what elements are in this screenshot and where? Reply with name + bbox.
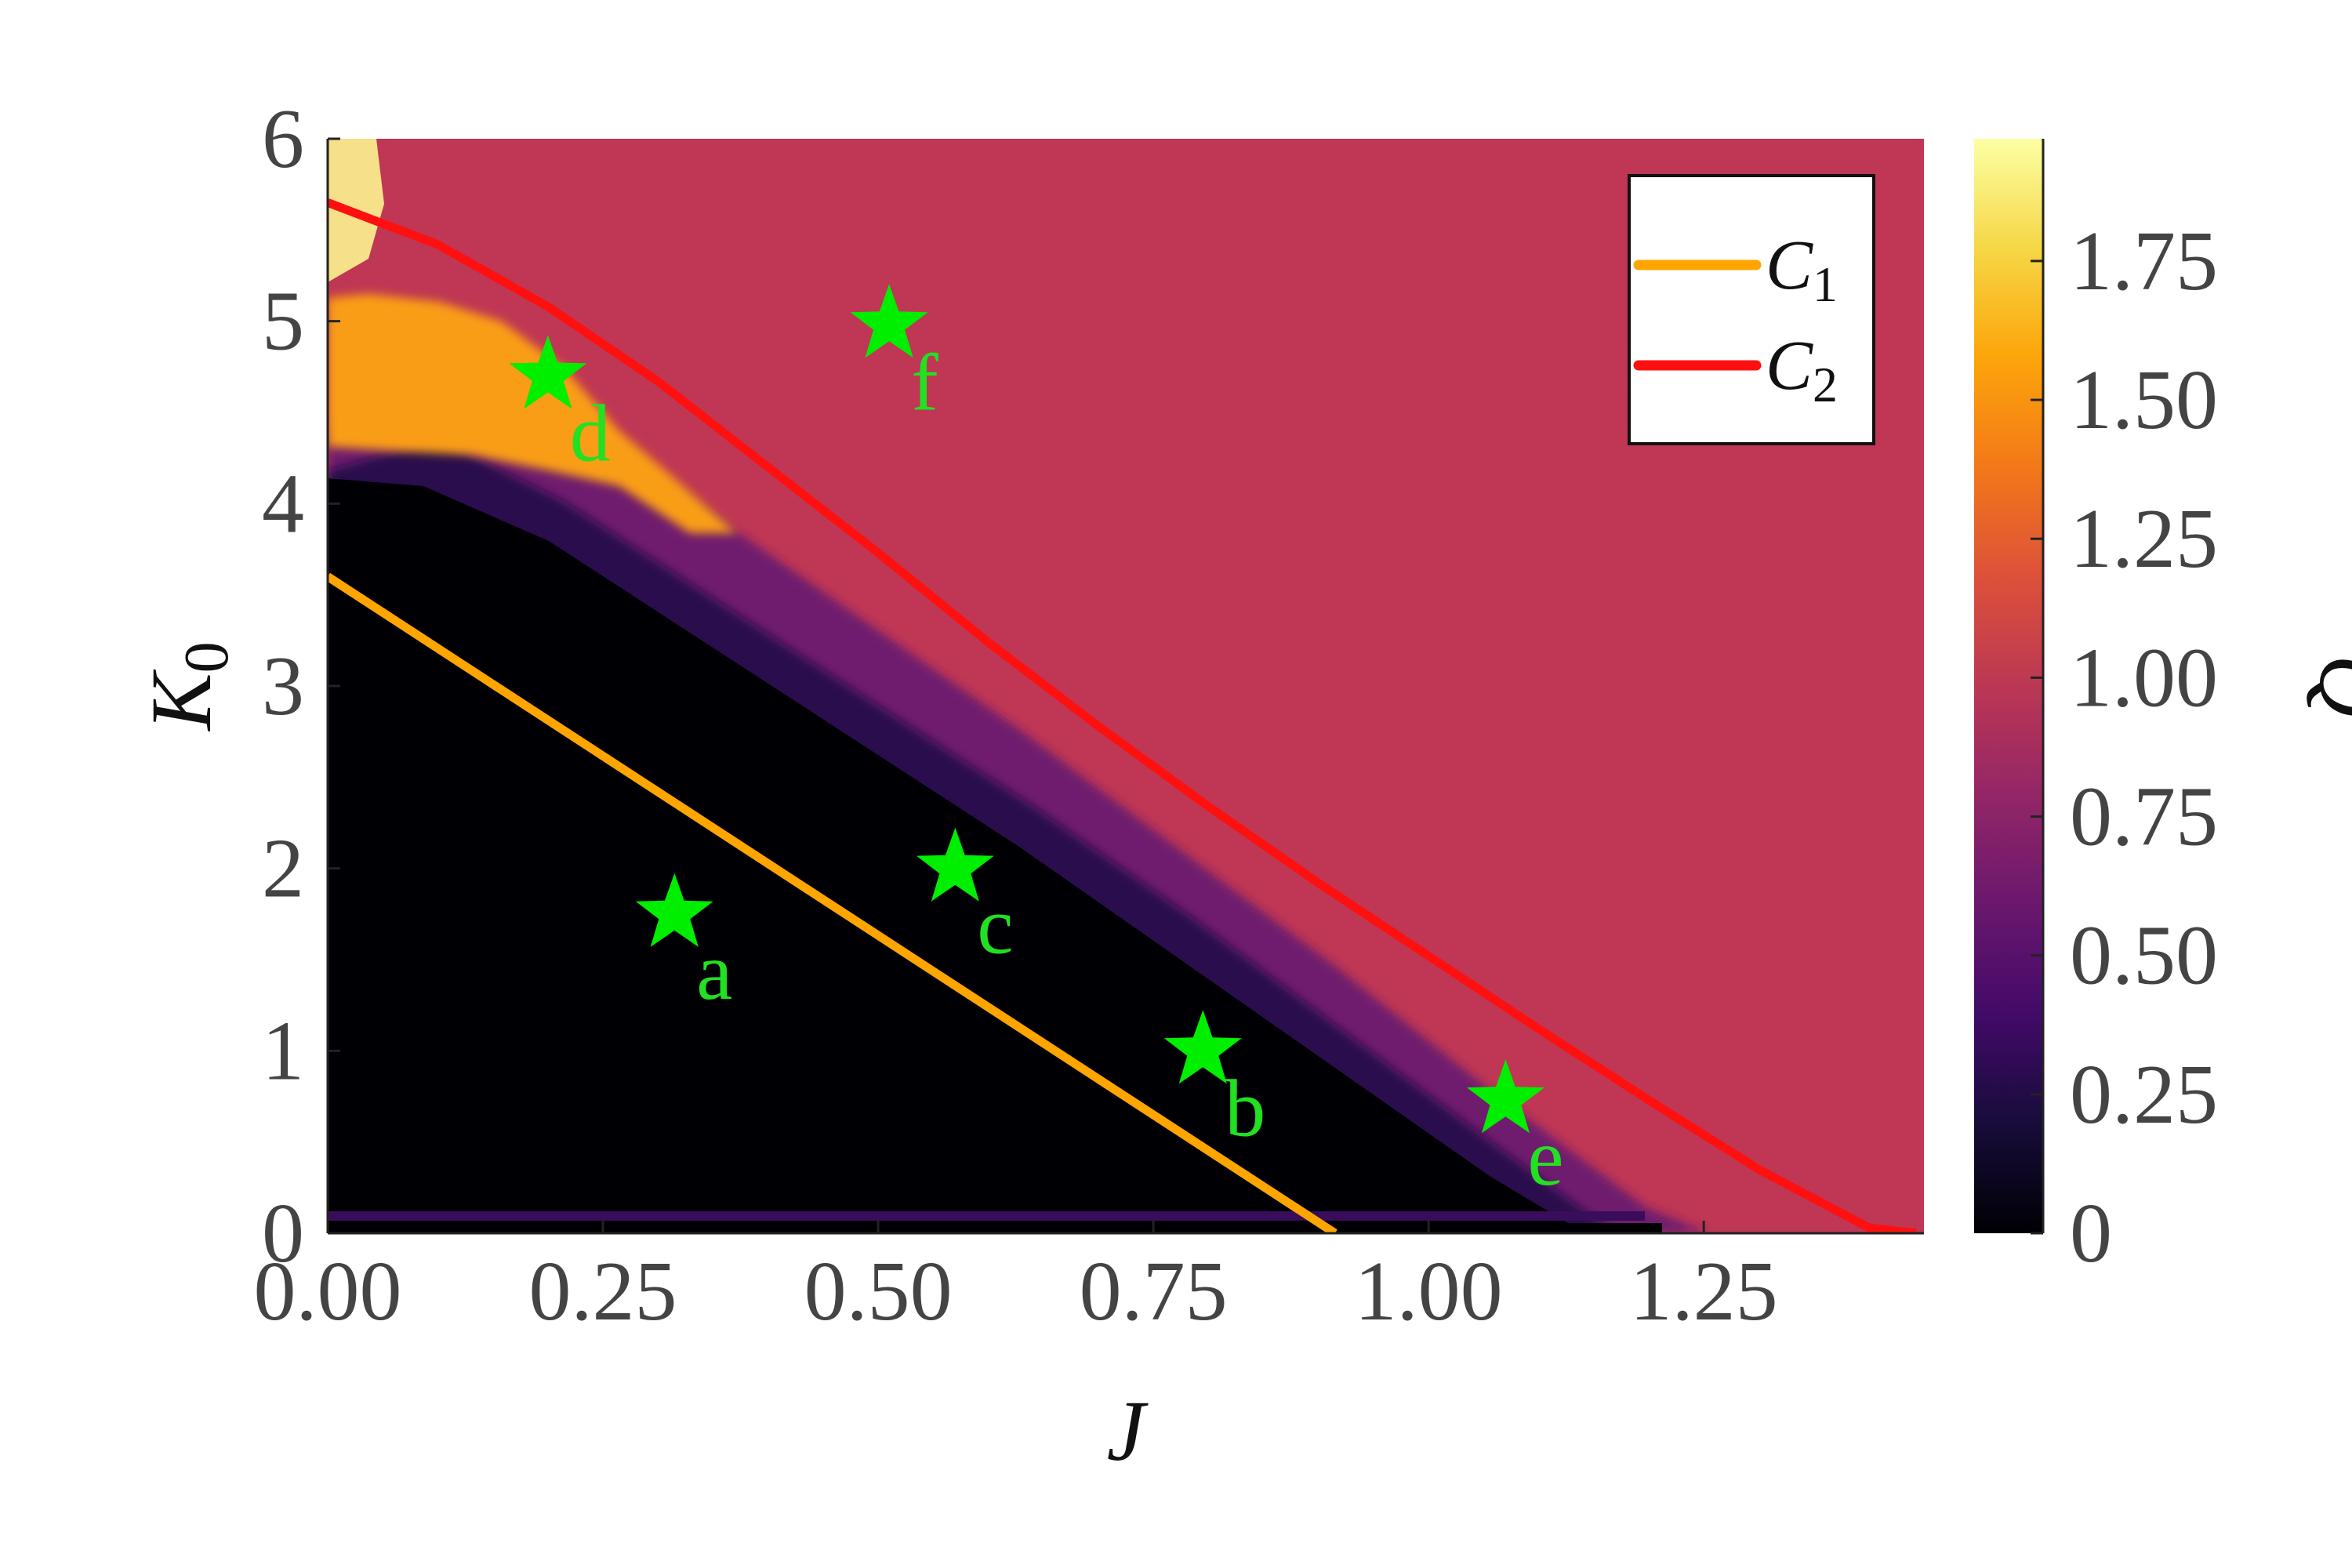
x-tick-label: 0.75 <box>1080 1245 1228 1338</box>
marker-label-c: c <box>977 881 1013 971</box>
marker-star-b <box>1163 1010 1242 1084</box>
colorbar-tick-label: 0.75 <box>2070 771 2218 864</box>
x-ticks: 0.00 0.25 0.50 0.75 1.00 1.25 <box>254 1221 1778 1338</box>
marker-star-e <box>1467 1059 1544 1134</box>
marker-label-e: e <box>1527 1112 1563 1203</box>
colorbar-ticks: 0 0.25 0.50 0.75 1.00 1.25 1.50 1.75 <box>2031 215 2218 1280</box>
y-tick-label: 3 <box>262 640 304 733</box>
marker-star-f <box>850 284 928 358</box>
colorbar: 0 0.25 0.50 0.75 1.00 1.25 1.50 1.75 Q <box>1974 139 2352 1280</box>
series-line-C2 <box>328 198 1917 1233</box>
colorbar-tick-label: 0.50 <box>2070 909 2218 1003</box>
y-axis-title-main: K <box>133 669 229 732</box>
colorbar-tick-label: 1.25 <box>2070 492 2218 586</box>
series-line-C1 <box>328 572 1338 1233</box>
colorbar-tick-label: 1.00 <box>2070 631 2218 724</box>
marker-label-f: f <box>911 337 938 427</box>
y-tick-label: 0 <box>262 1187 304 1280</box>
x-tick-label: 0.50 <box>804 1245 953 1338</box>
x-axis-title: J <box>1107 1383 1149 1479</box>
colorbar-title: Q <box>2302 655 2352 717</box>
heatmap-bright-region <box>328 294 737 533</box>
legend-label-C2: C2 <box>1766 327 1838 412</box>
colorbar-gradient <box>1974 139 2043 1233</box>
x-tick-label: 1.00 <box>1355 1245 1503 1338</box>
y-tick-label: 1 <box>262 1004 304 1098</box>
colorbar-tick-label: 0.25 <box>2070 1048 2218 1142</box>
marker-label-a: a <box>696 927 732 1017</box>
x-tick-label: 0.00 <box>254 1245 402 1338</box>
y-axis-title-subscript: 0 <box>172 641 241 673</box>
colorbar-tick-label: 1.75 <box>2070 215 2218 308</box>
svg-text:K0: K0 <box>133 641 241 731</box>
y-axis-title: K0 <box>133 641 241 731</box>
marker-label-b: b <box>1225 1063 1265 1153</box>
y-tick-label: 2 <box>262 822 304 916</box>
colorbar-tick-label: 0 <box>2070 1187 2112 1280</box>
x-tick-label: 1.25 <box>1630 1245 1778 1338</box>
y-tick-label: 4 <box>262 457 304 550</box>
y-tick-label: 5 <box>262 275 304 368</box>
legend-label-C1: C1 <box>1766 227 1838 312</box>
y-ticks: 0 1 2 3 4 5 6 <box>262 93 340 1280</box>
marker-star-d <box>509 335 587 409</box>
marker-star-a <box>635 873 713 947</box>
legend-box <box>1628 174 1875 445</box>
marker-label-d: d <box>570 388 611 478</box>
marker-star-c <box>916 827 994 902</box>
heatmap-dark-region <box>328 478 1662 1233</box>
x-tick-label: 0.25 <box>529 1245 677 1338</box>
curves <box>328 198 1917 1233</box>
colorbar-tick-label: 1.50 <box>2070 354 2218 447</box>
markers: a b c d e f <box>509 284 1564 1203</box>
heatmap-bottom-strip <box>328 1211 1645 1221</box>
y-tick-label: 6 <box>262 93 304 186</box>
